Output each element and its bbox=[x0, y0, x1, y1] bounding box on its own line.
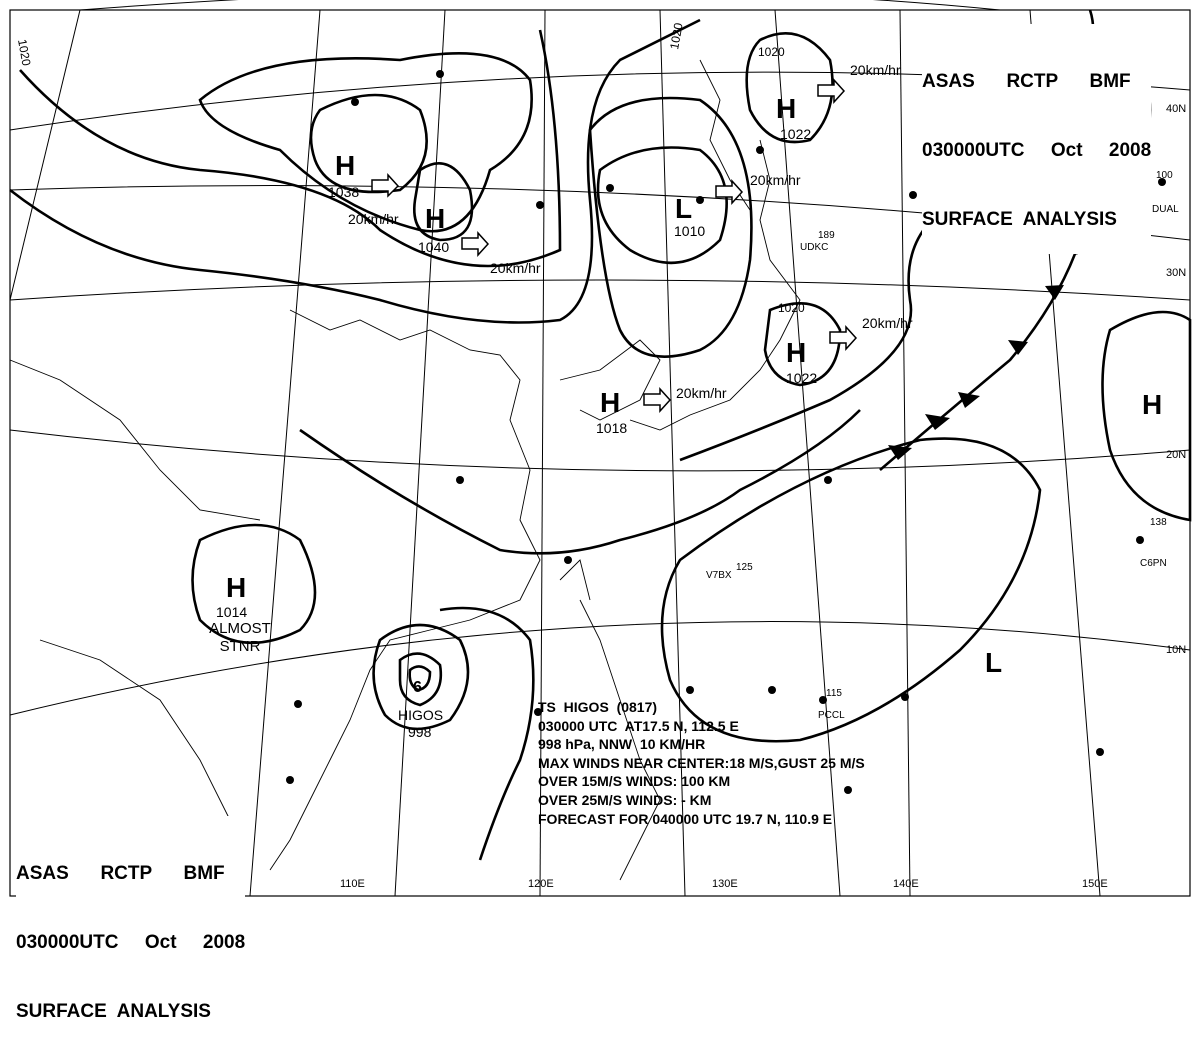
svg-text:HIGOS: HIGOS bbox=[398, 707, 443, 723]
svg-text:H: H bbox=[776, 93, 796, 124]
station-dots bbox=[286, 70, 1166, 794]
map-title-top: ASAS RCTP BMF 030000UTC Oct 2008 SURFACE… bbox=[922, 24, 1152, 254]
map-title-bottom: ASAS RCTP BMF 030000UTC Oct 2008 SURFACE… bbox=[16, 816, 246, 1046]
isobar-label: 1020 bbox=[667, 21, 685, 50]
graticule bbox=[9, 0, 1191, 897]
svg-text:1038: 1038 bbox=[328, 184, 359, 200]
svg-text:100: 100 bbox=[1156, 170, 1173, 181]
motion-label: 20km/hr bbox=[348, 211, 399, 227]
svg-text:1022: 1022 bbox=[786, 370, 817, 386]
svg-text:20km/hr: 20km/hr bbox=[676, 385, 727, 401]
svg-text:20km/hr: 20km/hr bbox=[862, 315, 913, 331]
latitude-labels: 40N 30N 20N 10N bbox=[1166, 103, 1186, 656]
svg-text:20N: 20N bbox=[1166, 449, 1186, 461]
motion-arrow-icon bbox=[643, 387, 672, 413]
svg-text:10N: 10N bbox=[1166, 644, 1186, 656]
svg-text:DUAL: DUAL bbox=[1152, 204, 1179, 215]
svg-text:H: H bbox=[425, 203, 445, 234]
motion-arrow-icon bbox=[715, 179, 744, 205]
svg-text:40N: 40N bbox=[1166, 103, 1186, 115]
typhoon-info-box: TS HIGOS (0817) 030000 UTC AT17.5 N, 112… bbox=[538, 699, 865, 827]
high-center: H 1022 20km/hr bbox=[776, 62, 901, 142]
high-center: H 1022 20km/hr bbox=[786, 315, 913, 386]
svg-text:C6PN: C6PN bbox=[1140, 558, 1167, 569]
svg-text:20km/hr: 20km/hr bbox=[750, 172, 801, 188]
svg-text:H: H bbox=[1142, 389, 1162, 420]
typhoon-center: HIGOS 998 6 bbox=[398, 679, 443, 740]
svg-text:120E: 120E bbox=[528, 878, 554, 890]
low-center: L bbox=[985, 647, 1002, 678]
motion-label: ALMOST STNR bbox=[209, 620, 271, 655]
svg-text:140E: 140E bbox=[893, 878, 919, 890]
motion-arrow-icon bbox=[461, 231, 490, 257]
svg-text:L: L bbox=[675, 193, 692, 224]
svg-text:1040: 1040 bbox=[418, 239, 449, 255]
svg-text:V7BX: V7BX bbox=[706, 570, 732, 581]
svg-text:H: H bbox=[600, 387, 620, 418]
high-center: H 1040 20km/hr 20km/hr bbox=[348, 203, 541, 276]
typhoon-icon: 6 bbox=[413, 679, 422, 696]
svg-text:1022: 1022 bbox=[780, 126, 811, 142]
svg-text:125: 125 bbox=[736, 562, 753, 573]
svg-text:130E: 130E bbox=[712, 878, 738, 890]
isobar-label: 1020 bbox=[758, 45, 785, 59]
svg-text:H: H bbox=[335, 150, 355, 181]
svg-text:H: H bbox=[786, 337, 806, 368]
svg-text:189: 189 bbox=[818, 230, 835, 241]
high-center: H 1038 bbox=[328, 150, 400, 200]
low-center: L 1010 20km/hr bbox=[674, 172, 801, 239]
isobar-label: 1020 bbox=[15, 38, 33, 67]
high-center: H 1018 20km/hr bbox=[596, 385, 727, 436]
isobar-labels: 1020 1020 1020 1020 bbox=[15, 21, 805, 315]
svg-text:110E: 110E bbox=[340, 878, 365, 890]
svg-text:998: 998 bbox=[408, 724, 432, 740]
high-center: H bbox=[1142, 389, 1162, 420]
svg-text:1010: 1010 bbox=[674, 223, 705, 239]
svg-text:115: 115 bbox=[826, 688, 842, 699]
svg-text:20km/hr: 20km/hr bbox=[490, 260, 541, 276]
motion-arrow-icon bbox=[371, 173, 400, 198]
svg-text:20km/hr: 20km/hr bbox=[850, 62, 901, 78]
svg-text:1014: 1014 bbox=[216, 604, 247, 620]
svg-text:H: H bbox=[226, 572, 246, 603]
high-center: H 1014 ALMOST STNR bbox=[209, 572, 271, 655]
motion-arrow-icon bbox=[829, 325, 858, 351]
svg-text:1018: 1018 bbox=[596, 420, 627, 436]
motion-arrow-icon bbox=[817, 78, 846, 104]
svg-text:L: L bbox=[985, 647, 1002, 678]
pressure-centers: H 1038 H 1040 20km/hr 20km/hr L 1010 20k… bbox=[209, 62, 1162, 740]
longitude-labels: 110E 120E 130E 140E 150E bbox=[340, 878, 1108, 890]
svg-text:30N: 30N bbox=[1166, 267, 1186, 279]
svg-text:138: 138 bbox=[1150, 517, 1167, 528]
isobar-label: 1020 bbox=[778, 301, 805, 315]
svg-text:PCCL: PCCL bbox=[818, 710, 845, 721]
svg-text:UDKC: UDKC bbox=[800, 242, 828, 253]
svg-text:150E: 150E bbox=[1082, 878, 1108, 890]
